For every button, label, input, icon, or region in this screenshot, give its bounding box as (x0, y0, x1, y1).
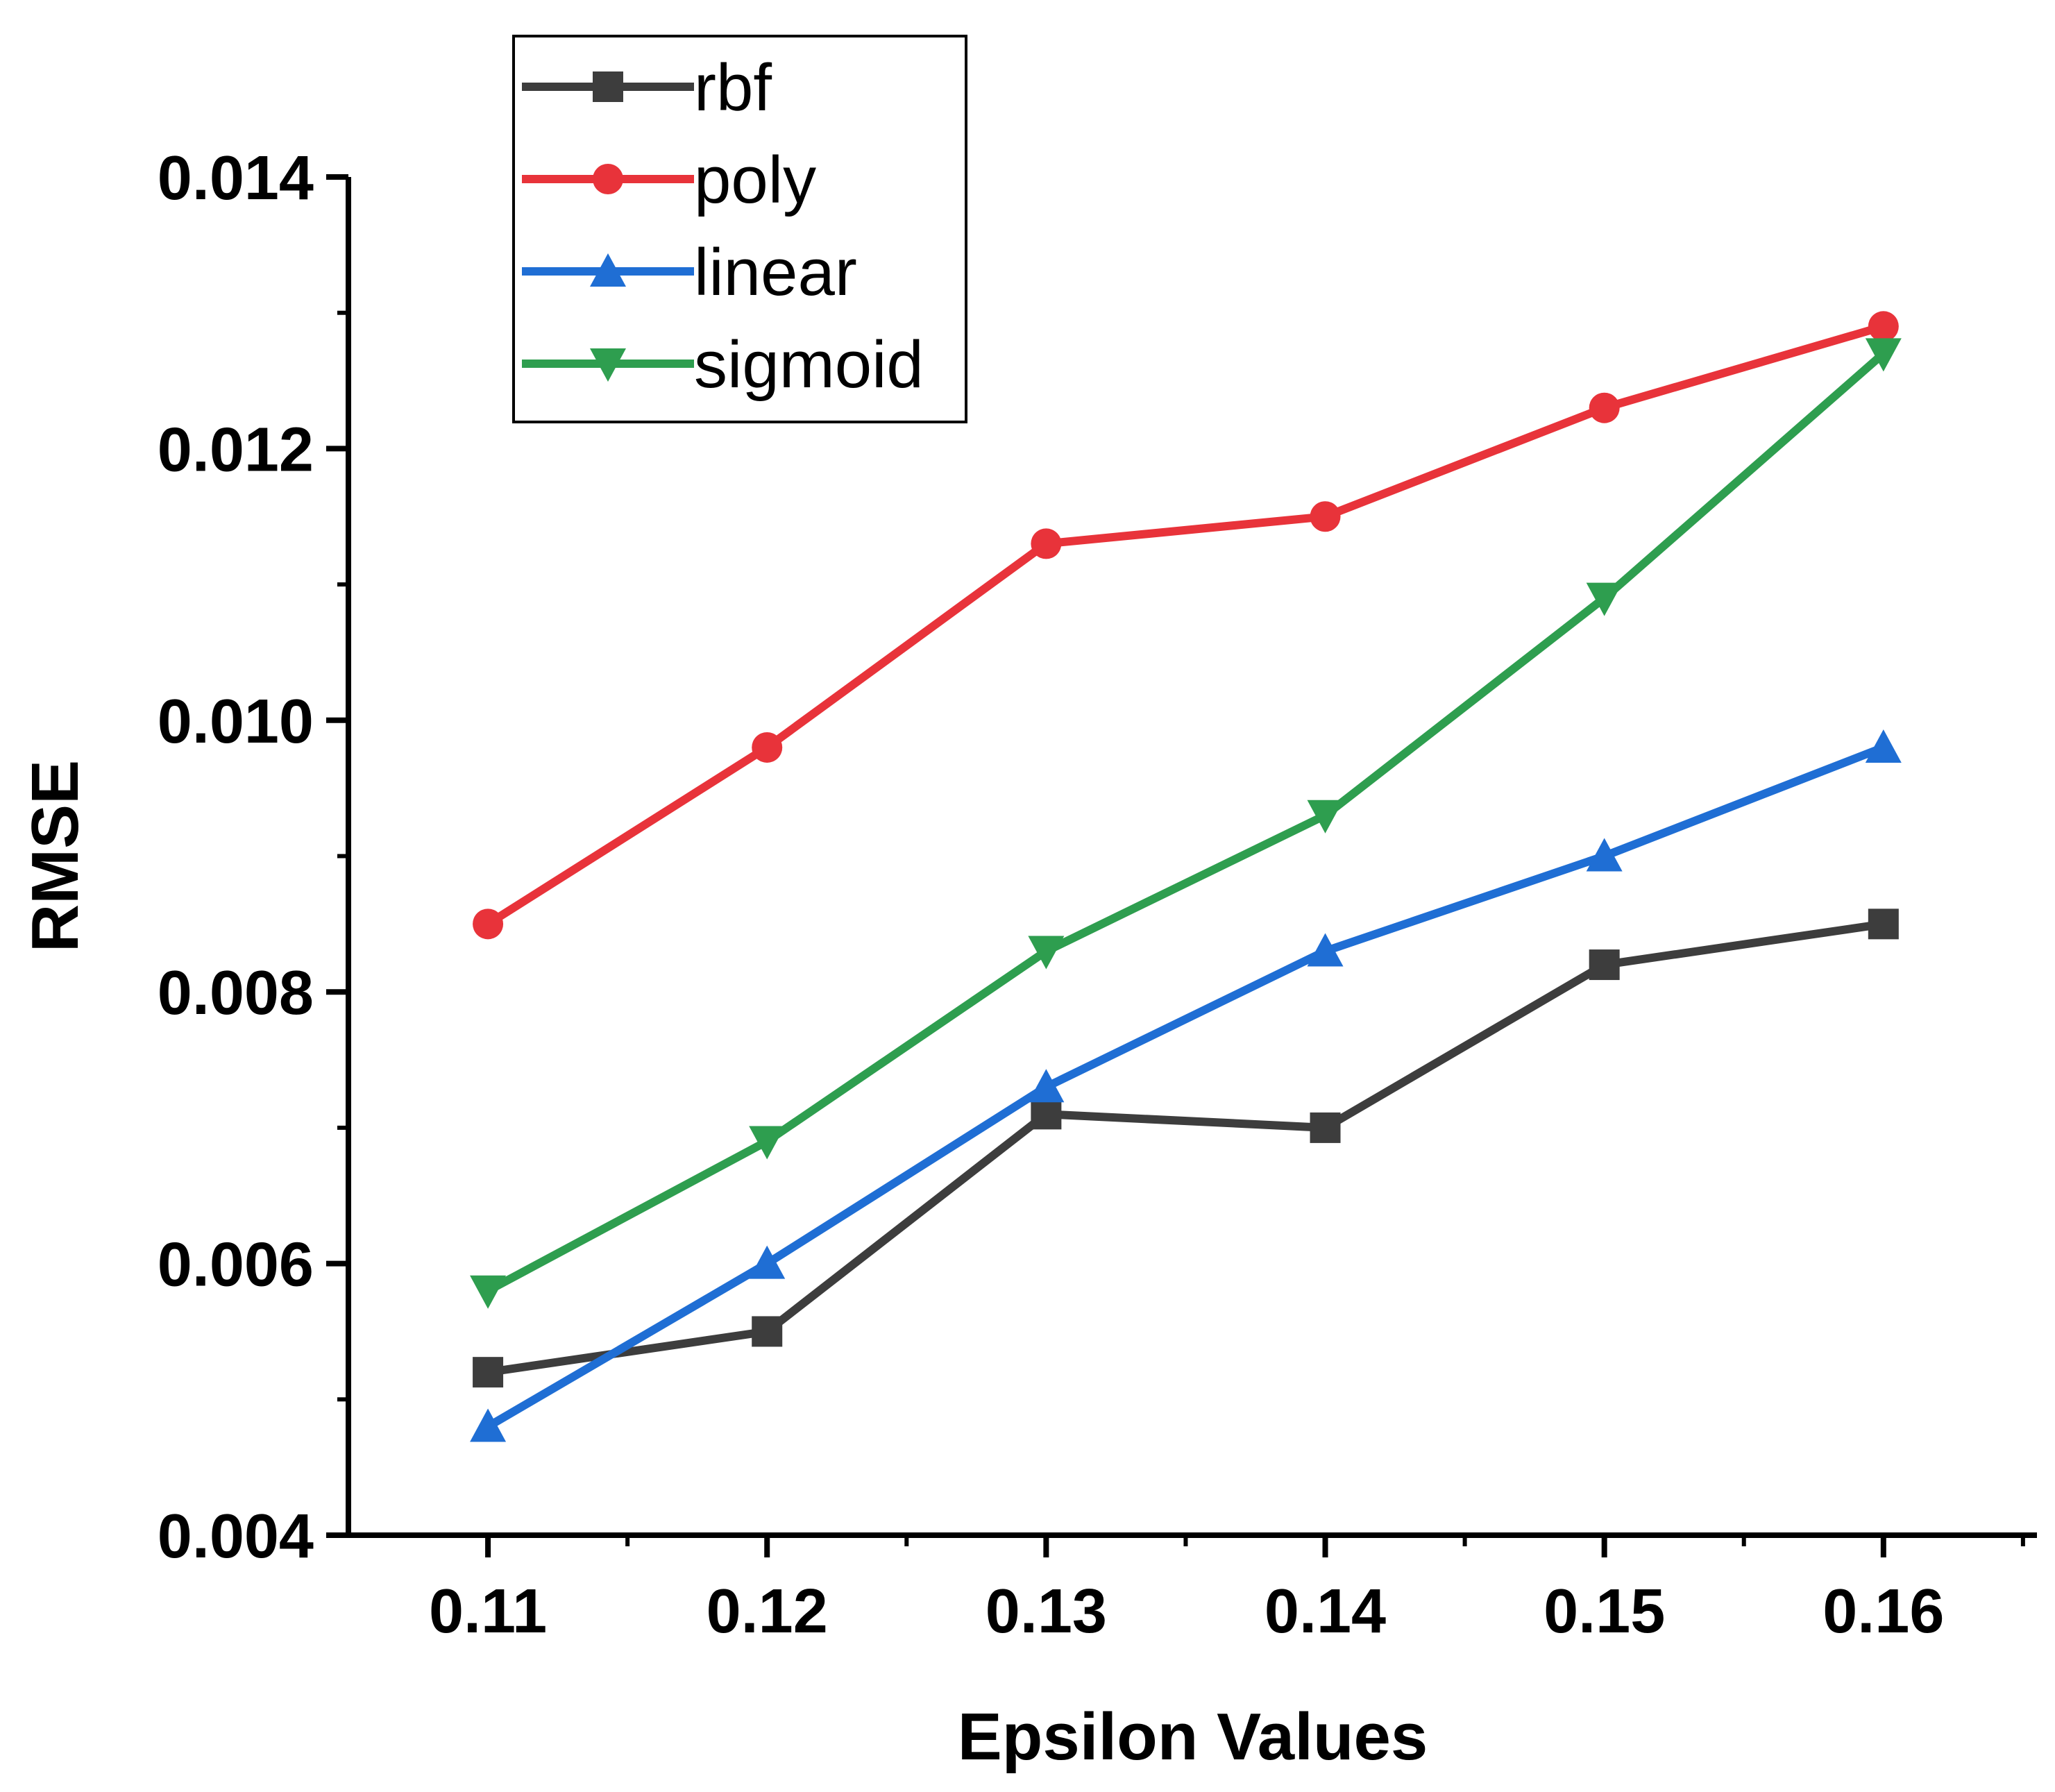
y-axis-title: RMSE (18, 760, 92, 952)
data-point-sigmoid (1307, 800, 1344, 834)
x-tick-label: 0.13 (986, 1577, 1107, 1646)
series-poly (473, 311, 1899, 940)
data-point-poly (752, 732, 783, 763)
legend-label: rbf (694, 51, 772, 125)
series-rbf (473, 908, 1899, 1388)
legend-item-sigmoid: sigmoid (522, 328, 924, 402)
legend-item-poly: poly (522, 143, 816, 217)
data-point-sigmoid (1586, 582, 1623, 616)
data-point-rbf (1589, 949, 1620, 981)
data-point-linear (470, 1408, 507, 1442)
data-point-rbf (1031, 1099, 1062, 1130)
x-tick-label: 0.11 (429, 1577, 547, 1646)
data-point-linear (1865, 729, 1902, 763)
data-point-poly (1031, 528, 1062, 559)
data-point-sigmoid (1028, 936, 1065, 970)
y-tick-label: 0.010 (158, 687, 314, 756)
data-point-poly (1868, 311, 1899, 342)
y-tick-label: 0.006 (158, 1231, 314, 1300)
x-tick-label: 0.15 (1544, 1577, 1665, 1646)
legend-label: sigmoid (694, 328, 924, 402)
series-layer (470, 311, 1902, 1442)
legend-marker (593, 71, 623, 102)
legend-marker (590, 348, 626, 382)
legend-marker (590, 253, 626, 287)
data-point-poly (473, 908, 504, 940)
y-tick-label: 0.014 (158, 144, 314, 213)
y-tick-label: 0.004 (158, 1502, 314, 1571)
series-line-poly (485, 322, 1885, 928)
legend-box (512, 35, 967, 423)
data-point-poly (1310, 501, 1341, 532)
data-point-linear (1586, 838, 1623, 872)
data-point-poly (1589, 392, 1620, 423)
data-point-rbf (1868, 908, 1899, 940)
legend: rbf poly linear sigmoid (512, 35, 967, 423)
data-point-sigmoid (470, 1275, 507, 1309)
legend-marker (593, 164, 623, 194)
data-point-rbf (473, 1357, 504, 1388)
series-sigmoid (470, 338, 1902, 1309)
data-point-sigmoid (1865, 338, 1902, 372)
data-point-rbf (1310, 1112, 1341, 1143)
series-line-linear (486, 743, 1885, 1430)
x-tick-label: 0.12 (707, 1577, 828, 1646)
data-point-rbf (752, 1316, 783, 1347)
data-point-linear (1028, 1069, 1065, 1103)
x-tick-label: 0.16 (1823, 1577, 1944, 1646)
series-line-rbf (487, 920, 1884, 1377)
data-point-linear (749, 1245, 786, 1279)
series-line-sigmoid (486, 350, 1886, 1295)
x-tick-label: 0.14 (1265, 1577, 1386, 1646)
series-linear (470, 729, 1902, 1442)
legend-item-linear: linear (522, 235, 857, 310)
data-point-linear (1307, 933, 1344, 967)
x-axis-title: Epsilon Values (958, 1700, 1428, 1774)
legend-label: poly (694, 143, 816, 217)
y-tick-label: 0.012 (158, 415, 314, 484)
axes: 0.004 0.006 0.008 0.010 0.012 0.014 0.11 0.12 0.… (158, 144, 2037, 1646)
y-tick-label: 0.008 (158, 958, 314, 1028)
data-point-sigmoid (749, 1126, 786, 1160)
legend-label: linear (694, 235, 857, 310)
legend-item-rbf: rbf (522, 51, 772, 125)
